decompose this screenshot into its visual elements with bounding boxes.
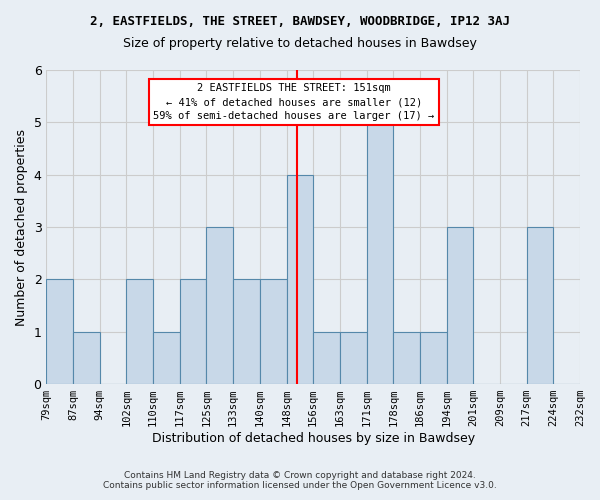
Y-axis label: Number of detached properties: Number of detached properties xyxy=(15,128,28,326)
Bar xyxy=(153,332,180,384)
Text: Size of property relative to detached houses in Bawdsey: Size of property relative to detached ho… xyxy=(123,38,477,51)
Bar xyxy=(260,280,287,384)
Bar xyxy=(73,332,100,384)
Bar xyxy=(420,332,446,384)
Bar xyxy=(287,174,313,384)
Bar xyxy=(206,227,233,384)
Text: 2 EASTFIELDS THE STREET: 151sqm
← 41% of detached houses are smaller (12)
59% of: 2 EASTFIELDS THE STREET: 151sqm ← 41% of… xyxy=(153,83,434,121)
Bar xyxy=(127,280,153,384)
Bar xyxy=(233,280,260,384)
Text: 2, EASTFIELDS, THE STREET, BAWDSEY, WOODBRIDGE, IP12 3AJ: 2, EASTFIELDS, THE STREET, BAWDSEY, WOOD… xyxy=(90,15,510,28)
Bar xyxy=(367,122,393,384)
Bar xyxy=(313,332,340,384)
Bar xyxy=(180,280,206,384)
X-axis label: Distribution of detached houses by size in Bawdsey: Distribution of detached houses by size … xyxy=(152,432,475,445)
Bar xyxy=(527,227,553,384)
Bar xyxy=(393,332,420,384)
Bar xyxy=(446,227,473,384)
Bar xyxy=(340,332,367,384)
Bar xyxy=(46,280,73,384)
Text: Contains HM Land Registry data © Crown copyright and database right 2024.
Contai: Contains HM Land Registry data © Crown c… xyxy=(103,470,497,490)
